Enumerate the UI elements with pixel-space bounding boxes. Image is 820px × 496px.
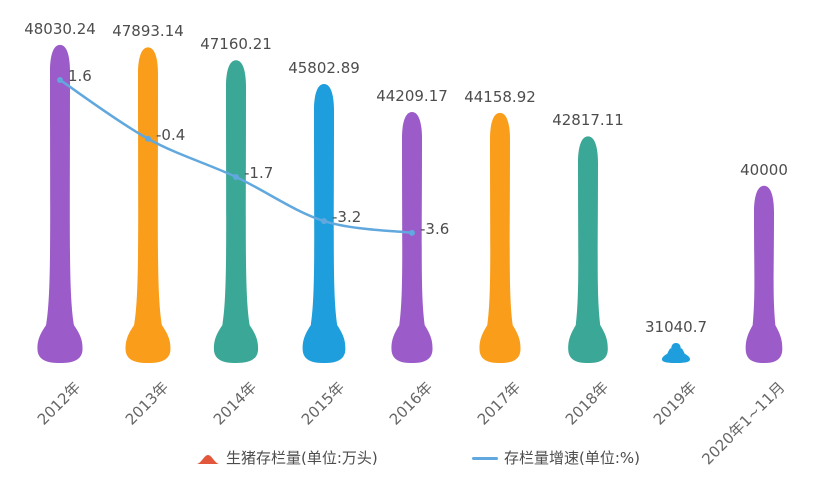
bar-value-label-2018: 42817.11 — [552, 111, 624, 130]
bar-value-label-2019: 31040.7 — [644, 317, 708, 336]
bar-value-label-2015: 45802.89 — [288, 59, 360, 77]
pictorial-bar-2012[interactable] — [37, 44, 83, 364]
pictorial-bar-2020-1-11[interactable] — [745, 185, 783, 363]
line-series-symbol-icon — [472, 456, 498, 460]
bar-value-label-2016: 44209.17 — [376, 86, 448, 105]
bar-value-label-2013: 47893.14 — [112, 22, 184, 41]
growth-rate-point-2012[interactable] — [57, 76, 63, 83]
growth-rate-label-2014: -1.7 — [244, 163, 274, 182]
pictorial-bar-2014[interactable] — [213, 60, 259, 363]
bar-value-label-2014: 47160.21 — [200, 35, 272, 54]
growth-rate-label-2013: -0.4 — [156, 125, 186, 144]
growth-rate-label-2015: -3.2 — [332, 208, 362, 227]
bar-value-label-2017: 44158.92 — [464, 87, 536, 106]
bar-value-label-2012: 48030.24 — [24, 19, 96, 38]
growth-rate-point-2014[interactable] — [233, 173, 239, 180]
legend: 生猪存栏量(单位:万头) 存栏量增速(单位:%) — [0, 447, 820, 471]
pictorial-bar-symbol-icon — [196, 454, 220, 464]
pictorial-bar-2019[interactable] — [662, 342, 690, 363]
growth-rate-point-2016[interactable] — [409, 229, 415, 236]
legend-label-growth-rate: 存栏量增速(单位:%) — [504, 449, 641, 467]
growth-rate-point-2013[interactable] — [145, 135, 151, 142]
bar-value-label-2020-1-11: 40000 — [740, 160, 788, 179]
pictorial-bar-2018[interactable] — [568, 136, 608, 363]
legend-label-inventory: 生猪存栏量(单位:万头) — [226, 449, 378, 467]
pictorial-bar-2013[interactable] — [125, 47, 171, 364]
legend-item-growth-rate[interactable]: 存栏量增速(单位:%) — [472, 447, 640, 469]
pictorial-bar-2017[interactable] — [479, 112, 521, 363]
growth-rate-label-2012: 1.6 — [68, 66, 92, 85]
growth-rate-label-2016: -3.6 — [420, 219, 450, 238]
growth-rate-point-2015[interactable] — [321, 218, 327, 225]
legend-item-inventory[interactable]: 生猪存栏量(单位:万头) — [196, 447, 378, 469]
pictorial-bar-2016[interactable] — [391, 111, 433, 363]
